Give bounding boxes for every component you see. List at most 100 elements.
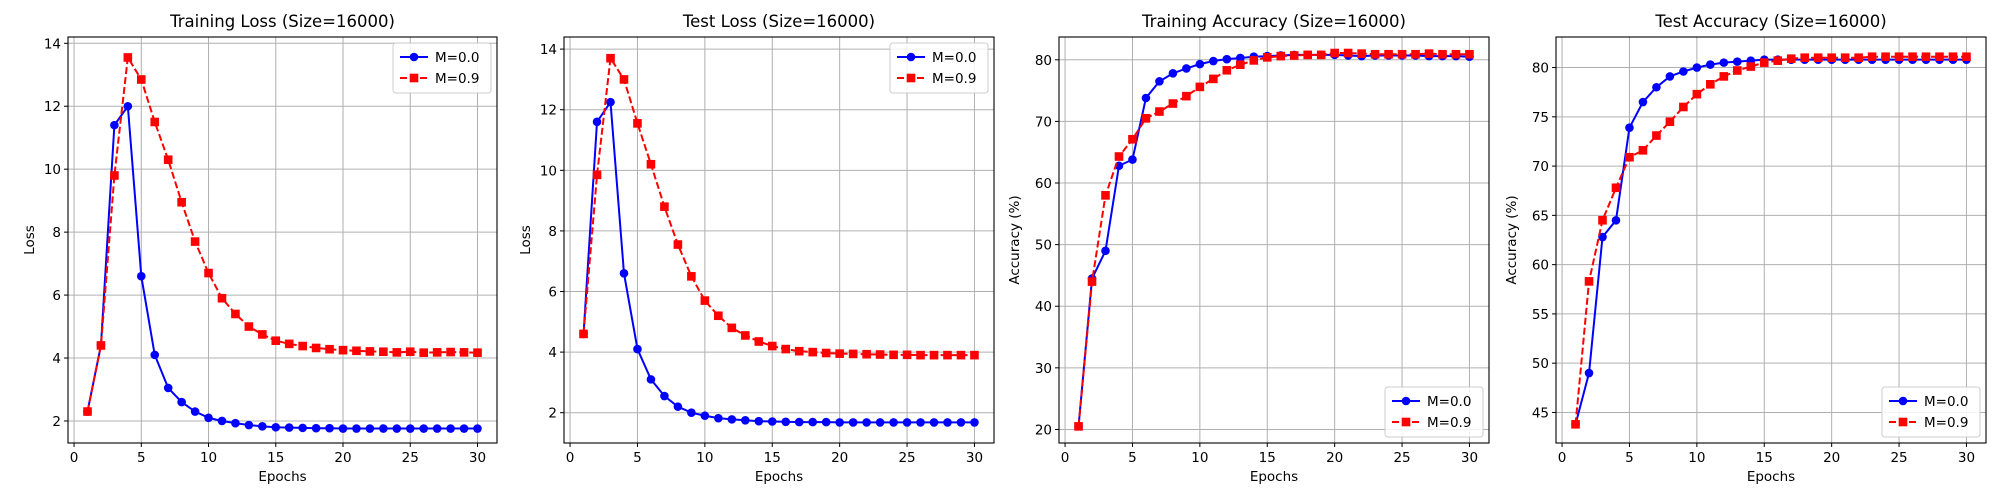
- data-point: [1262, 53, 1272, 62]
- data-point: [1894, 52, 1904, 62]
- data-point: [1733, 57, 1742, 66]
- data-point: [862, 418, 871, 427]
- series-line-m-0-9: [582, 55, 975, 357]
- data-point: [794, 346, 804, 356]
- data-point: [1370, 49, 1380, 59]
- data-point: [619, 269, 629, 278]
- x-axis-label: Epochs: [258, 469, 306, 485]
- data-point: [271, 422, 281, 432]
- y-tick-label: 4: [52, 351, 61, 367]
- data-point: [150, 117, 160, 127]
- data-point: [902, 418, 912, 427]
- data-point: [1598, 232, 1607, 242]
- legend-marker: [906, 52, 916, 62]
- data-point: [1679, 67, 1688, 76]
- x-tick-label: 10: [1191, 450, 1208, 466]
- data-point: [123, 101, 133, 111]
- data-point: [1074, 422, 1083, 431]
- data-point: [1236, 53, 1245, 63]
- series-line-m-0-0: [1077, 53, 1470, 427]
- data-point: [916, 418, 925, 427]
- y-tick-label: 10: [540, 163, 557, 179]
- data-point: [298, 341, 307, 351]
- series-line-m-0-9: [1077, 52, 1470, 427]
- data-point: [163, 383, 173, 393]
- data-point: [902, 350, 912, 360]
- data-point: [405, 424, 415, 433]
- data-point: [1195, 59, 1205, 69]
- data-point: [1411, 49, 1420, 59]
- data-point: [459, 424, 469, 433]
- data-point: [835, 418, 844, 427]
- y-tick-label: 2: [52, 414, 61, 430]
- data-point: [1209, 74, 1218, 84]
- data-point: [741, 415, 750, 425]
- y-tick-label: 12: [44, 99, 61, 115]
- data-point: [1397, 49, 1407, 59]
- data-point: [379, 347, 388, 357]
- chart-title: Training Accuracy (Size=16000): [1141, 12, 1406, 31]
- data-point: [217, 293, 227, 303]
- x-tick-label: 25: [402, 450, 419, 466]
- data-point: [1384, 49, 1393, 59]
- data-point: [1625, 152, 1634, 162]
- data-point: [700, 411, 710, 421]
- y-tick-label: 50: [1532, 356, 1549, 372]
- x-tick-label: 5: [137, 450, 146, 466]
- data-point: [1303, 50, 1312, 60]
- panel-training-loss: 0 5 10 15 20 25 30 2 4 6 8 10 12 14 Training Loss (Siz…: [22, 12, 498, 485]
- data-point: [1611, 215, 1621, 225]
- data-point: [1665, 117, 1675, 127]
- data-point: [1962, 52, 1971, 62]
- legend-label: M=0.9: [1924, 415, 1968, 431]
- legend-marker: [1898, 417, 1908, 427]
- data-point: [754, 337, 764, 346]
- data-point: [1155, 107, 1164, 116]
- y-tick-label: 12: [540, 103, 557, 119]
- y-tick-label: 6: [548, 285, 557, 301]
- data-point: [660, 202, 669, 211]
- x-tick-label: 25: [1393, 450, 1410, 466]
- data-point: [271, 336, 281, 346]
- data-point: [231, 418, 240, 428]
- data-point: [673, 240, 683, 249]
- axes-frame: [67, 36, 498, 444]
- x-tick-label: 0: [1061, 450, 1070, 466]
- y-tick-label: 70: [1532, 159, 1549, 175]
- data-point: [1195, 82, 1205, 92]
- series-line-m-0-9: [1574, 55, 1967, 425]
- data-point: [1424, 49, 1434, 58]
- data-point: [1706, 60, 1715, 69]
- data-point: [1921, 52, 1931, 62]
- x-axis-label: Epochs: [1250, 469, 1298, 485]
- x-tick-label: 5: [633, 450, 642, 466]
- x-tick-label: 30: [1958, 450, 1975, 466]
- data-point: [848, 349, 858, 359]
- data-point: [1141, 114, 1151, 123]
- data-point: [1276, 51, 1286, 61]
- data-point: [1867, 52, 1877, 62]
- legend-label: M=0.0: [435, 50, 479, 66]
- data-point: [835, 349, 844, 358]
- data-point: [646, 159, 656, 169]
- y-axis-label: Loss: [518, 225, 534, 255]
- data-point: [204, 268, 213, 278]
- data-point: [687, 272, 696, 281]
- data-point: [1168, 99, 1178, 108]
- data-point: [1733, 66, 1742, 75]
- data-point: [83, 407, 92, 416]
- y-tick-label: 45: [1532, 405, 1549, 421]
- data-point: [1087, 277, 1097, 286]
- data-point: [311, 423, 321, 433]
- data-point: [1638, 146, 1648, 155]
- data-point: [970, 418, 979, 427]
- y-tick-label: 75: [1532, 110, 1549, 126]
- axes-frame: [563, 36, 995, 444]
- data-point: [1840, 53, 1850, 62]
- data-point: [633, 119, 642, 128]
- data-point: [392, 424, 402, 433]
- data-point: [1236, 60, 1245, 70]
- data-point: [258, 330, 267, 339]
- x-tick-label: 20: [334, 450, 351, 466]
- data-point: [325, 344, 334, 354]
